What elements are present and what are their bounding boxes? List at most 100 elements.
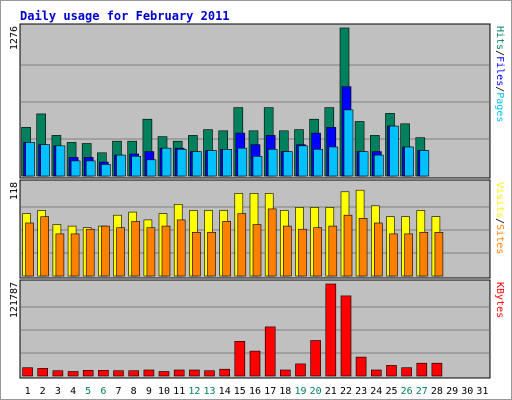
legend-hits-files-pages: Hits/Files/Pages bbox=[494, 26, 505, 122]
bar-sites-day-27 bbox=[419, 232, 429, 277]
legend-entry: / bbox=[494, 50, 505, 56]
x-tick-label-day-3: 3 bbox=[55, 386, 61, 397]
bar-kbytes-day-16 bbox=[249, 350, 261, 377]
bar-sites-day-17 bbox=[267, 208, 277, 277]
bar-pages-day-19 bbox=[298, 145, 308, 177]
bar-pages-day-2 bbox=[40, 144, 51, 177]
bar-kbytes-day-25 bbox=[386, 365, 397, 377]
x-tick-label-day-8: 8 bbox=[131, 386, 137, 397]
bar-pages-day-8 bbox=[131, 156, 141, 177]
bar-kbytes-day-3 bbox=[52, 370, 64, 377]
x-tick-label-day-12: 12 bbox=[188, 386, 200, 397]
bar-sites-day-20 bbox=[313, 227, 322, 277]
bar-sites-day-18 bbox=[282, 225, 292, 277]
bar-kbytes-day-1 bbox=[22, 367, 33, 377]
bar-sites-day-3 bbox=[55, 233, 65, 277]
bar-kbytes-day-15 bbox=[234, 340, 246, 377]
bar-kbytes-day-10 bbox=[158, 371, 170, 377]
bar-kbytes-day-23 bbox=[355, 356, 367, 377]
bar-kbytes-day-7 bbox=[113, 370, 124, 377]
x-tick-label-day-11: 11 bbox=[173, 386, 185, 397]
chart-title: Daily usage for February 2011 bbox=[20, 9, 230, 23]
bar-sites-day-25 bbox=[389, 233, 398, 277]
bar-sites-day-10 bbox=[161, 225, 171, 277]
y-max-label-hits-files-pages: 1276 bbox=[9, 26, 20, 50]
x-tick-label-day-17: 17 bbox=[264, 386, 276, 397]
bar-kbytes-day-21 bbox=[325, 283, 337, 377]
bar-kbytes-day-17 bbox=[264, 326, 276, 377]
bar-sites-day-24 bbox=[373, 222, 383, 277]
bar-pages-day-16 bbox=[252, 156, 263, 177]
bar-kbytes-day-19 bbox=[295, 363, 306, 377]
bar-pages-day-15 bbox=[237, 147, 248, 177]
x-tick-label-day-18: 18 bbox=[279, 386, 291, 397]
bar-sites-day-8 bbox=[131, 221, 140, 277]
bar-pages-day-6 bbox=[101, 164, 111, 177]
x-tick-label-day-4: 4 bbox=[70, 386, 76, 397]
x-tick-label-day-14: 14 bbox=[219, 386, 231, 397]
x-tick-label-day-16: 16 bbox=[249, 386, 261, 397]
legend-entry: / bbox=[494, 218, 505, 224]
y-max-label-visits-sites: 118 bbox=[9, 182, 20, 200]
bar-sites-day-11 bbox=[176, 219, 186, 277]
bar-pages-day-5 bbox=[85, 160, 96, 177]
bar-pages-day-21 bbox=[328, 146, 339, 177]
x-tick-label-day-6: 6 bbox=[100, 386, 106, 397]
legend-visits-sites: Visits/Sites bbox=[494, 182, 505, 254]
x-tick-label-day-9: 9 bbox=[146, 386, 152, 397]
legend-entry: Visits bbox=[494, 182, 505, 218]
bar-pages-day-13 bbox=[207, 150, 217, 177]
bar-kbytes-day-27 bbox=[416, 362, 428, 377]
bar-sites-day-22 bbox=[343, 214, 353, 277]
x-tick-label-day-21: 21 bbox=[325, 386, 337, 397]
bar-pages-day-24 bbox=[373, 154, 384, 177]
bar-sites-day-7 bbox=[116, 227, 125, 277]
x-tick-label-day-28: 28 bbox=[431, 386, 443, 397]
bar-kbytes-day-28 bbox=[431, 362, 443, 377]
bar-kbytes-day-5 bbox=[82, 369, 94, 377]
bar-sites-day-21 bbox=[328, 225, 338, 277]
bar-sites-day-16 bbox=[252, 224, 262, 277]
bar-sites-day-1 bbox=[25, 222, 34, 277]
bar-kbytes-day-9 bbox=[143, 369, 155, 377]
bar-sites-day-15 bbox=[237, 213, 247, 277]
bar-kbytes-day-22 bbox=[340, 295, 352, 377]
bar-pages-day-20 bbox=[313, 149, 323, 177]
x-tick-label-day-7: 7 bbox=[115, 386, 121, 397]
x-tick-label-day-22: 22 bbox=[340, 386, 352, 397]
x-tick-label-day-29: 29 bbox=[446, 386, 458, 397]
bar-kbytes-day-6 bbox=[98, 369, 109, 377]
bar-sites-day-19 bbox=[298, 228, 307, 277]
bar-kbytes-day-2 bbox=[37, 368, 49, 377]
bar-pages-day-26 bbox=[404, 146, 414, 177]
bar-sites-day-13 bbox=[207, 232, 216, 277]
bar-pages-day-12 bbox=[192, 151, 202, 177]
bar-pages-day-9 bbox=[146, 159, 157, 177]
bar-kbytes-day-14 bbox=[219, 368, 230, 377]
bar-sites-day-14 bbox=[222, 221, 231, 277]
x-tick-label-day-27: 27 bbox=[416, 386, 428, 397]
bar-kbytes-day-11 bbox=[173, 369, 185, 377]
x-tick-label-day-2: 2 bbox=[40, 386, 46, 397]
legend-entry: Pages bbox=[494, 92, 505, 122]
legend-entry: Sites bbox=[494, 224, 505, 254]
x-tick-label-day-31: 31 bbox=[476, 386, 488, 397]
x-tick-label-day-30: 30 bbox=[461, 386, 473, 397]
x-tick-label-day-19: 19 bbox=[294, 386, 306, 397]
bar-sites-day-2 bbox=[40, 216, 50, 277]
bar-pages-day-27 bbox=[419, 150, 430, 177]
bar-sites-day-12 bbox=[192, 232, 201, 277]
legend-entry: / bbox=[494, 86, 505, 92]
bar-pages-day-17 bbox=[267, 149, 278, 177]
x-tick-label-day-1: 1 bbox=[25, 386, 31, 397]
bar-pages-day-23 bbox=[358, 151, 369, 177]
x-tick-label-day-15: 15 bbox=[234, 386, 246, 397]
bar-pages-day-14 bbox=[222, 149, 232, 177]
y-max-label-kbytes: 121787 bbox=[9, 282, 20, 318]
bar-sites-day-6 bbox=[101, 225, 110, 277]
bar-sites-day-23 bbox=[358, 218, 368, 277]
bar-pages-day-18 bbox=[282, 151, 293, 177]
bar-sites-day-5 bbox=[85, 228, 95, 277]
bar-pages-day-22 bbox=[343, 109, 354, 177]
